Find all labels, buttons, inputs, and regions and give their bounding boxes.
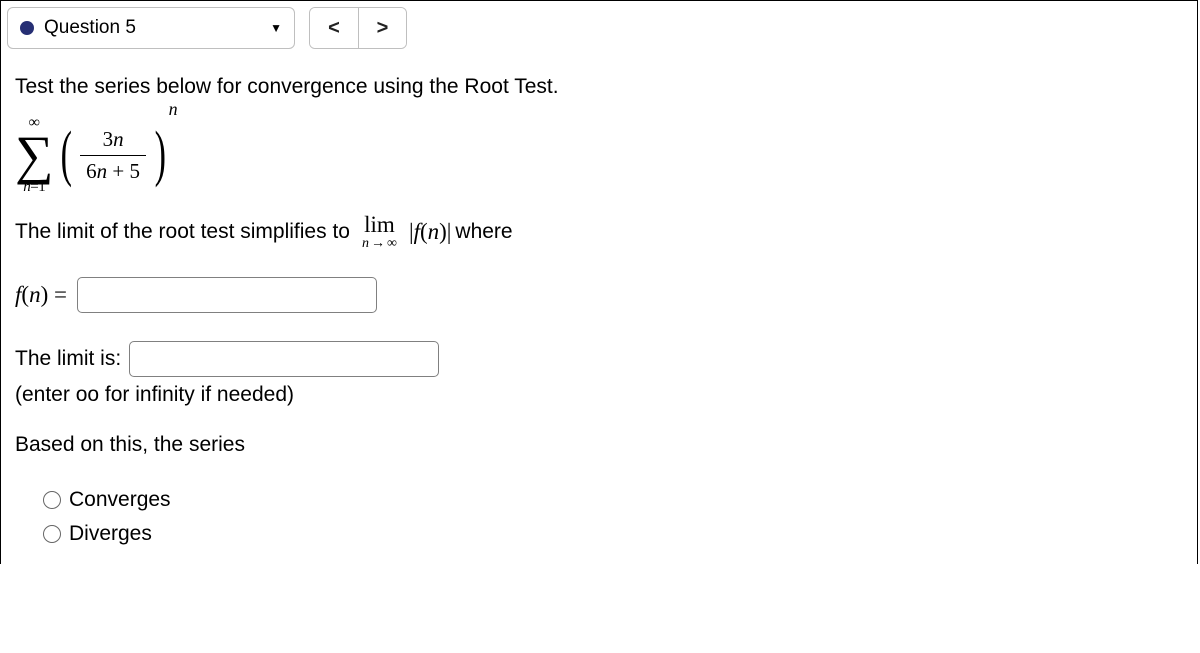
question-content: Test the series below for convergence us… — [1, 55, 1197, 564]
converges-label: Converges — [69, 486, 171, 514]
fn-input-label: f(n) = — [15, 279, 67, 310]
limit-prefix: The limit of the root test simplifies to — [15, 218, 350, 246]
lim-sub-var: n — [362, 236, 369, 251]
question-header: Question 5 ▼ < > — [1, 1, 1197, 55]
fnlab-open: ( — [21, 282, 29, 307]
diverges-label: Diverges — [69, 520, 152, 548]
convergence-radio-group: Converges Diverges — [15, 486, 1183, 549]
limit-operator: lim n→∞ — [362, 213, 397, 251]
based-on-text: Based on this, the series — [15, 431, 1183, 459]
right-paren-icon: ) — [154, 130, 168, 180]
fn-pclose: ) — [439, 219, 447, 244]
question-selector[interactable]: Question 5 ▼ — [7, 7, 295, 49]
den-coeff: 6 — [86, 159, 97, 183]
diverges-option[interactable]: Diverges — [43, 520, 1183, 548]
fn-input[interactable] — [77, 277, 377, 313]
sigma-lower-bound: n=1 — [23, 180, 45, 195]
limit-input[interactable] — [129, 341, 439, 377]
limit-input-label: The limit is: — [15, 345, 121, 373]
series-expression: ∞ ∑ n=1 ( 3n 6n + 5 ) n — [15, 115, 1183, 195]
prompt-text: Test the series below for convergence us… — [15, 73, 1183, 101]
lim-sub-arrow: → — [369, 236, 387, 251]
left-paren-icon: ( — [59, 130, 73, 180]
sigma-icon: ∑ — [15, 131, 54, 180]
fn-arg: n — [428, 219, 440, 244]
lim-sub-inf: ∞ — [387, 236, 397, 251]
status-dot-icon — [20, 21, 34, 35]
next-question-button[interactable]: > — [358, 8, 406, 48]
converges-radio[interactable] — [43, 491, 61, 509]
fraction-numerator: 3n — [97, 125, 130, 154]
fnlab-eq: = — [48, 282, 67, 307]
limit-suffix: where — [455, 218, 512, 246]
fnlab-arg: n — [29, 282, 41, 307]
abs-fn: |f(n)| — [409, 216, 451, 247]
den-plus: + 5 — [107, 159, 140, 183]
sigma-block: ∞ ∑ n=1 — [15, 115, 54, 195]
exponent-n: n — [169, 97, 178, 121]
abs-close: | — [447, 219, 452, 244]
caret-down-icon: ▼ — [270, 21, 282, 35]
infinity-hint: (enter oo for infinity if needed) — [15, 381, 1183, 409]
fn-input-row: f(n) = — [15, 277, 1183, 313]
limit-sentence: The limit of the root test simplifies to… — [15, 213, 1183, 251]
prev-question-button[interactable]: < — [310, 8, 358, 48]
fraction-denominator: 6n + 5 — [80, 155, 146, 185]
fn-popen: ( — [420, 219, 428, 244]
num-var: n — [113, 127, 124, 151]
question-container: Question 5 ▼ < > Test the series below f… — [0, 0, 1198, 564]
sigma-lower-start: 1 — [38, 179, 45, 195]
question-selector-left: Question 5 — [20, 17, 136, 39]
limit-input-row: The limit is: — [15, 341, 1183, 377]
chevron-left-icon: < — [328, 17, 340, 40]
converges-option[interactable]: Converges — [43, 486, 1183, 514]
nav-button-group: < > — [309, 7, 407, 49]
question-label: Question 5 — [44, 17, 136, 39]
den-var: n — [97, 159, 108, 183]
diverges-radio[interactable] — [43, 525, 61, 543]
lim-subscript: n→∞ — [362, 237, 397, 251]
chevron-right-icon: > — [377, 17, 389, 40]
fraction: 3n 6n + 5 — [80, 125, 146, 185]
num-coeff: 3 — [103, 127, 114, 151]
lim-word: lim — [364, 213, 395, 236]
